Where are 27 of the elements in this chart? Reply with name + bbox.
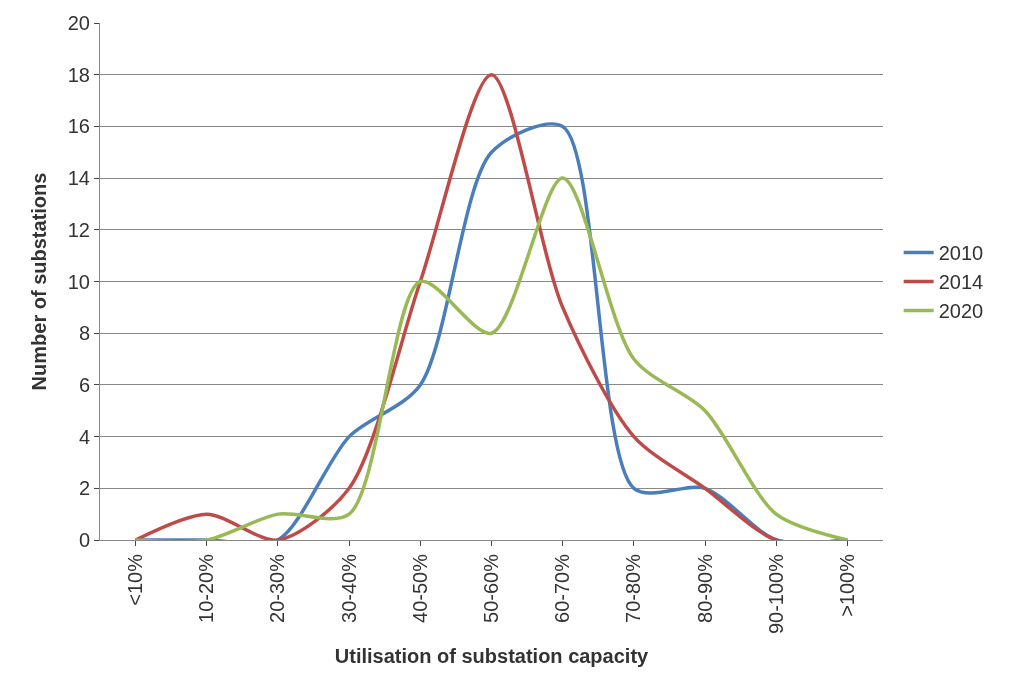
x-tick-label: 70-80% — [622, 553, 645, 623]
y-tick-label: 10 — [67, 270, 90, 293]
x-tick-label: 30-40% — [337, 553, 360, 623]
y-tick-label: 16 — [67, 115, 90, 138]
x-tick-label: >100% — [835, 553, 858, 617]
x-tick-label: 80-90% — [693, 553, 716, 623]
y-axis-title: Number of substations — [28, 172, 51, 391]
x-tick-label: 40-50% — [408, 553, 431, 623]
y-tick-label: 4 — [78, 425, 90, 448]
x-tick-label: <10% — [124, 553, 147, 606]
y-tick-label: 8 — [78, 322, 90, 345]
y-tick-label: 2 — [78, 477, 90, 500]
y-tick-label: 0 — [78, 529, 90, 551]
y-tick-label: 18 — [67, 63, 90, 86]
x-tick-label: 60-70% — [551, 553, 574, 623]
y-tick-label: 14 — [67, 167, 90, 190]
x-tick-label: 50-60% — [480, 553, 502, 623]
x-axis-title: Utilisation of substation capacity — [334, 644, 650, 667]
legend-label: 2014 — [938, 271, 984, 294]
legend-label: 2020 — [938, 300, 984, 323]
y-tick-label: 12 — [67, 218, 90, 241]
legend-label: 2010 — [938, 242, 984, 265]
y-tick-label: 6 — [78, 373, 90, 396]
x-tick-label: 10-20% — [195, 553, 218, 623]
y-tick-label: 20 — [67, 12, 90, 34]
x-tick-label: 20-30% — [266, 553, 289, 623]
x-tick-label: 90-100% — [764, 553, 787, 635]
